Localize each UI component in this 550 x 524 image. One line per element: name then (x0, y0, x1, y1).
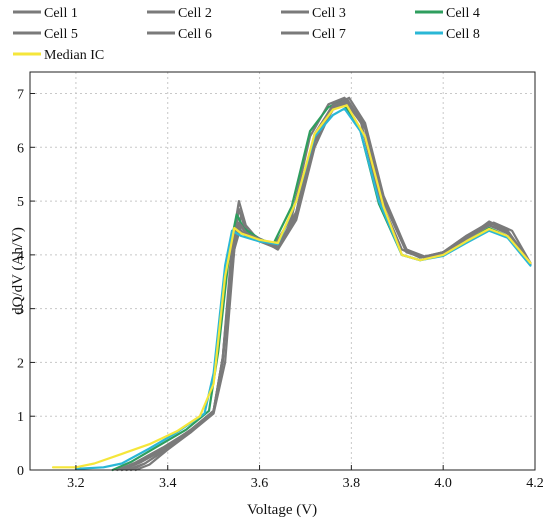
legend-label-7: Cell 8 (446, 27, 480, 42)
plot-frame (29, 71, 536, 471)
y-tick-label-0: 0 (17, 464, 24, 479)
series-line-cell-6 (120, 100, 532, 472)
series-line-cell-4 (111, 100, 532, 472)
y-tick-label-2: 2 (17, 356, 24, 371)
legend-label-8: Median IC (44, 48, 104, 63)
legend-label-6: Cell 7 (312, 27, 346, 42)
x-tick-label-3: 3.8 (343, 476, 361, 491)
legend-label-5: Cell 6 (178, 27, 212, 42)
y-tick-label-7: 7 (17, 88, 24, 103)
legend-label-4: Cell 5 (44, 27, 78, 42)
series-layer (51, 96, 532, 472)
grid (30, 72, 536, 471)
series-line-cell-3 (134, 96, 532, 472)
axis-ticks: 3.2 3.4 3.6 3.8 4.0 4.2 0 1 2 3 4 5 6 7 (17, 88, 544, 491)
y-tick-label-3: 3 (17, 303, 24, 318)
legend-label-3: Cell 4 (446, 6, 480, 21)
legend: Cell 1 Cell 2 Cell 3 Cell 4 Cell 5 Cell 6 Cell… (13, 6, 480, 63)
y-tick-label-1: 1 (17, 410, 24, 425)
x-tick-label-0: 3.2 (67, 476, 85, 491)
y-tick-label-5: 5 (17, 195, 24, 210)
legend-label-1: Cell 2 (178, 6, 212, 21)
legend-label-2: Cell 3 (312, 6, 346, 21)
x-tick-label-5: 4.2 (526, 476, 544, 491)
series-line-cell-5 (125, 102, 532, 472)
x-tick-label-4: 4.0 (434, 476, 452, 491)
x-tick-label-1: 3.4 (159, 476, 177, 491)
x-tick-label-2: 3.6 (251, 476, 269, 491)
series-line-cell-7 (116, 98, 532, 472)
y-axis-title: dQ/dV (Ah/V) (10, 227, 26, 315)
y-tick-label-6: 6 (17, 141, 24, 156)
x-axis-title: Voltage (V) (247, 502, 317, 518)
series-line-cell-2 (120, 96, 532, 472)
legend-label-0: Cell 1 (44, 6, 78, 21)
y-tick-label-4: 4 (17, 249, 24, 264)
series-line-cell-1 (129, 97, 532, 472)
series-line-median-ic (51, 104, 532, 469)
